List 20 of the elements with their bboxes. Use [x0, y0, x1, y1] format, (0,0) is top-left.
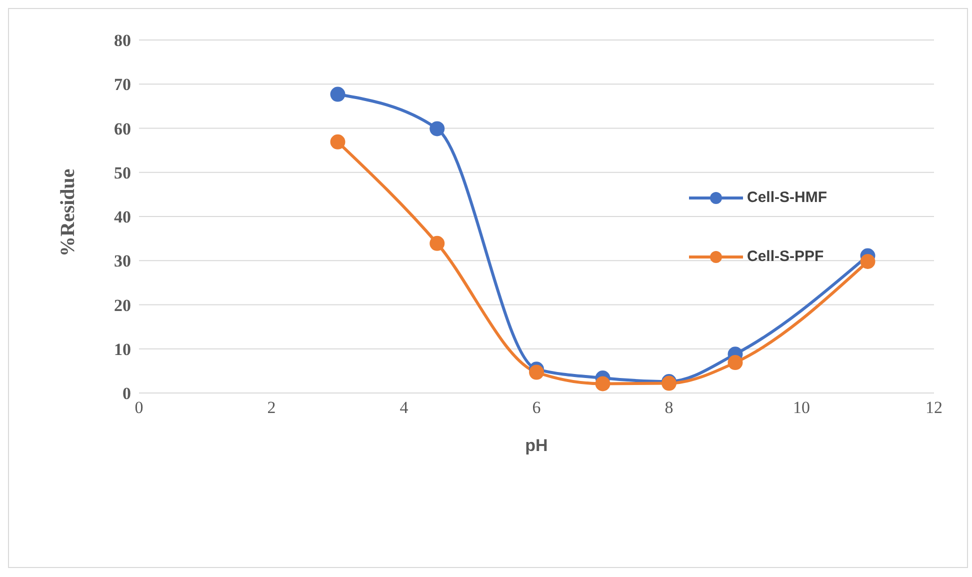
y-tick-label: 60: [114, 119, 131, 138]
y-tick-label: 10: [114, 340, 131, 359]
y-tick-label: 80: [114, 31, 131, 50]
x-tick-label: 12: [926, 398, 942, 418]
y-tick-label: 30: [114, 252, 131, 271]
y-axis-title: %Residue: [57, 168, 80, 256]
x-tick-label: 6: [532, 398, 541, 418]
legend-label: Cell-S-PPF: [747, 248, 824, 265]
legend-label: Cell-S-HMF: [747, 189, 827, 206]
y-tick-label: 20: [114, 296, 131, 315]
y-tick-label: 40: [114, 208, 131, 227]
x-tick-label: 10: [793, 398, 810, 418]
x-tick-label: 0: [134, 398, 144, 418]
y-tick-label: 0: [122, 384, 131, 404]
y-tick-label: 70: [114, 75, 131, 94]
x-tick-label: 8: [664, 398, 674, 418]
x-tick-label: 2: [267, 398, 276, 418]
x-tick-label: 4: [400, 398, 409, 418]
x-axis-title: pH: [525, 436, 548, 455]
y-tick-label: 50: [114, 163, 131, 182]
